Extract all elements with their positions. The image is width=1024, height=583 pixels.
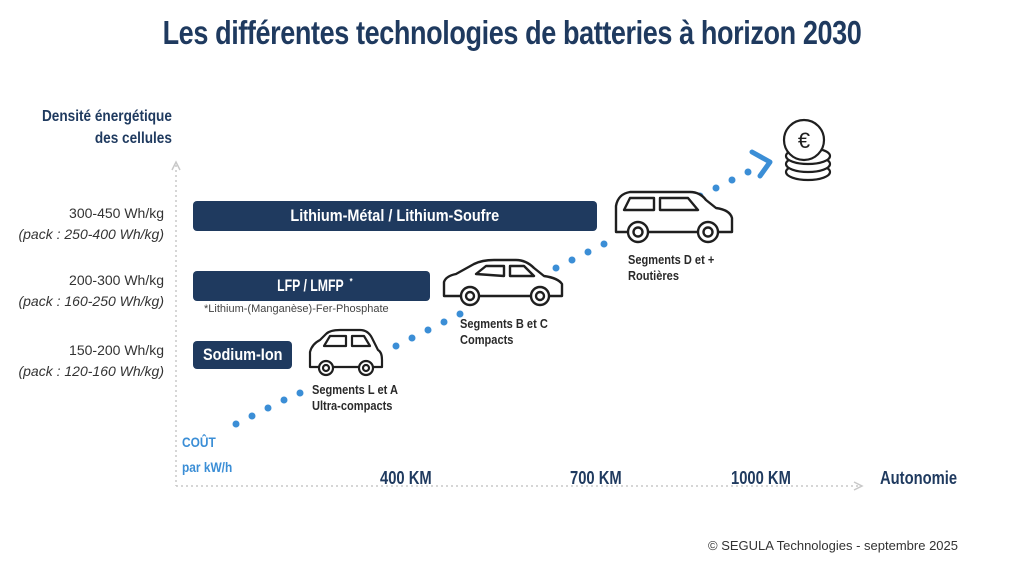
trend-arrowhead [749,149,773,179]
coin-symbol: € [798,128,810,153]
bar-label: LFP / LMFP * [271,276,353,296]
y-axis-title: Densité énergétique des cellules [42,106,172,150]
segment-label-compact: Segments B et C Compacts [460,316,548,348]
bar-label-mark: * [349,276,353,287]
tier-label-low: 150-200 Wh/kg (pack : 120-160 Wh/kg) [0,340,164,382]
x-axis-title: Autonomie [880,468,958,488]
x-tick-700: 700 KM [570,468,622,488]
bar-lithium-metal: Lithium-Métal / Lithium-Soufre [193,201,597,231]
tier-pack: (pack : 250-400 Wh/kg) [18,226,164,242]
x-tick-400: 400 KM [380,468,432,488]
sedan-car-icon [442,258,564,307]
tier-label-high: 300-450 Wh/kg (pack : 250-400 Wh/kg) [0,203,164,245]
bar-lfp-lmfp: LFP / LMFP * [193,271,430,301]
cost-label: COÛT par kW/h [182,430,232,480]
segment-line2: Routières [628,268,679,283]
segment-line2: Compacts [460,332,514,347]
y-axis-title-line2: des cellules [94,130,172,147]
cost-line2: par kW/h [182,459,233,475]
tier-range: 200-300 Wh/kg [69,272,164,288]
y-axis-arrow [171,160,181,171]
segment-line2: Ultra-compacts [312,398,393,413]
cost-line1: COÛT [182,434,216,450]
coin-stack-icon [782,118,832,182]
segment-label-small: Segments L et A Ultra-compacts [312,382,398,414]
x-tick-1000: 1000 KM [731,468,791,488]
tier-range: 150-200 Wh/kg [69,342,164,358]
tier-range: 300-450 Wh/kg [69,205,164,221]
suv-car-icon [614,190,734,244]
bar-label: Sodium-Ion [202,345,283,364]
tier-label-mid: 200-300 Wh/kg (pack : 160-250 Wh/kg) [0,270,164,312]
copyright: © SEGULA Technologies - septembre 2025 [708,538,958,553]
segment-line1: Segments D et + [628,252,715,267]
tier-pack: (pack : 160-250 Wh/kg) [18,293,164,309]
tier-pack: (pack : 120-160 Wh/kg) [18,363,164,379]
x-axis-arrow [853,481,864,491]
footnote: *Lithium-(Manganèse)-Fer-Phosphate [204,303,389,315]
bar-sodium-ion: Sodium-Ion [193,341,292,369]
bar-label: Lithium-Métal / Lithium-Soufre [290,206,500,225]
segment-line1: Segments B et C [460,316,548,331]
small-car-icon [308,328,384,377]
segment-line1: Segments L et A [312,382,398,397]
y-axis-title-line1: Densité énergétique [42,108,172,125]
trend-dots [232,168,752,428]
segment-label-suv: Segments D et + Routières [628,252,714,284]
page-title: Les différentes technologies de batterie… [162,14,862,51]
bar-label-text: LFP / LMFP [276,276,344,295]
